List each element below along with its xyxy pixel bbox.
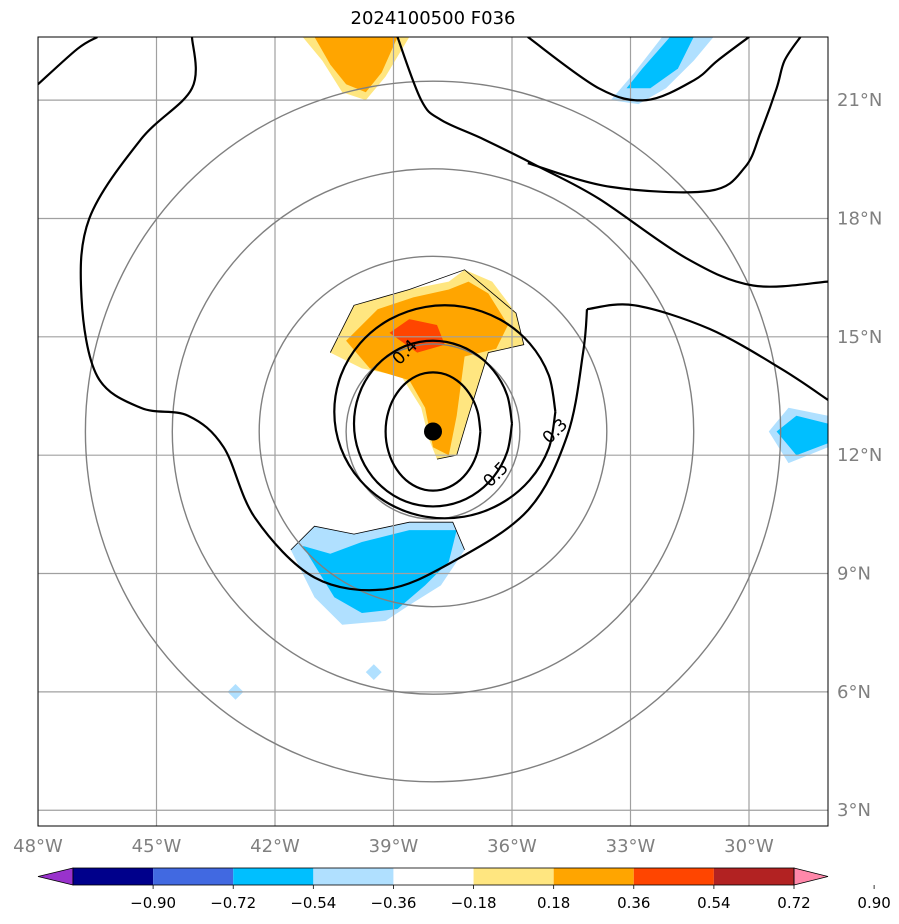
range-ring-2 [171, 168, 695, 695]
thin-contour-1 [290, 521, 465, 551]
storm-center-marker [424, 422, 442, 441]
range-ring-1 [258, 255, 608, 608]
lat-tick-label: 21°N [837, 90, 882, 111]
colorbar-tick-label: 0.54 [697, 894, 730, 912]
lat-tick-label: 6°N [837, 682, 871, 703]
lat-tick-label: 18°N [837, 208, 882, 229]
colorbar-bin-8 [713, 868, 794, 885]
lon-tick-label: 36°W [487, 836, 537, 857]
lat-tick-label: 3°N [837, 800, 871, 821]
lon-tick-label: 45°W [132, 836, 182, 857]
contour-0.3-spiral [79, 37, 589, 592]
contour-north [396, 37, 828, 288]
colorbar-tick-label: −0.54 [290, 894, 336, 912]
colorbar-tick-label: −0.36 [370, 894, 416, 912]
contour-0.3 [586, 303, 828, 401]
colorbar-bin-0 [73, 868, 154, 885]
chart-title: 2024100500 F036 [350, 8, 516, 29]
colorbar-tick-label: −0.90 [130, 894, 176, 912]
contour-ne [527, 37, 750, 102]
colorbar-bin-1 [153, 868, 234, 885]
contour-west-top [38, 37, 98, 86]
colorbar-tick-label: 0.36 [617, 894, 650, 912]
range-ring-3 [84, 80, 782, 783]
shading-layer [227, 37, 828, 700]
lat-tick-label: 12°N [837, 445, 882, 466]
shade-east-blue [776, 415, 828, 456]
marks-layer: 0.40.50.348°W 45°W 42°W 39°W 36°W 33°W 30°W3°N… [13, 90, 882, 857]
colorbar-extend-low [37, 867, 74, 886]
colorbar-tick-label: −0.18 [451, 894, 497, 912]
lon-tick-label: 30°W [724, 836, 774, 857]
contour-0.4 [352, 339, 514, 508]
lon-tick-label: 33°W [606, 836, 656, 857]
lon-tick-label: 39°W [369, 836, 419, 857]
grid-layer [38, 37, 828, 826]
colorbar-tick-label: 0.90 [857, 894, 890, 912]
shade-central-orange [346, 281, 508, 456]
lat-tick-label: 9°N [837, 564, 871, 585]
range-rings [84, 80, 782, 783]
lon-tick-label: 48°W [13, 836, 63, 857]
contour-layer [38, 37, 828, 592]
map-frame [37, 36, 829, 827]
colorbar: −0.90 −0.72 −0.54 −0.36 −0.18 0.18 0.36 0.54 0.7… [37, 867, 891, 912]
colorbar-tick-label: 0.72 [777, 894, 810, 912]
colorbar-bin-5 [473, 868, 554, 885]
range-ring-0 [345, 343, 521, 520]
colorbar-bin-3 [313, 868, 394, 885]
thin-contour-0 [329, 269, 525, 460]
shade-north-orange [314, 37, 398, 93]
colorbar-frame [72, 867, 795, 886]
contour-label-2: 0.3 [539, 415, 572, 448]
colorbar-bin-4 [393, 868, 474, 885]
lon-tick-label: 42°W [250, 836, 300, 857]
colorbar-bin-7 [633, 868, 714, 885]
colorbar-tick-label: −0.72 [210, 894, 256, 912]
lat-tick-label: 15°N [837, 327, 882, 348]
colorbar-tick-label: 0.18 [537, 894, 570, 912]
colorbar-extend-high [793, 867, 829, 886]
contour-0.4-outer [333, 304, 557, 520]
colorbar-bin-6 [553, 868, 634, 885]
shade-south-blue [302, 530, 457, 613]
shade-ne-blue [626, 37, 694, 89]
contour-0.5 [384, 371, 482, 492]
contour-ne-2 [527, 37, 802, 194]
colorbar-bin-2 [233, 868, 314, 885]
shade-spot-1 [365, 664, 382, 680]
